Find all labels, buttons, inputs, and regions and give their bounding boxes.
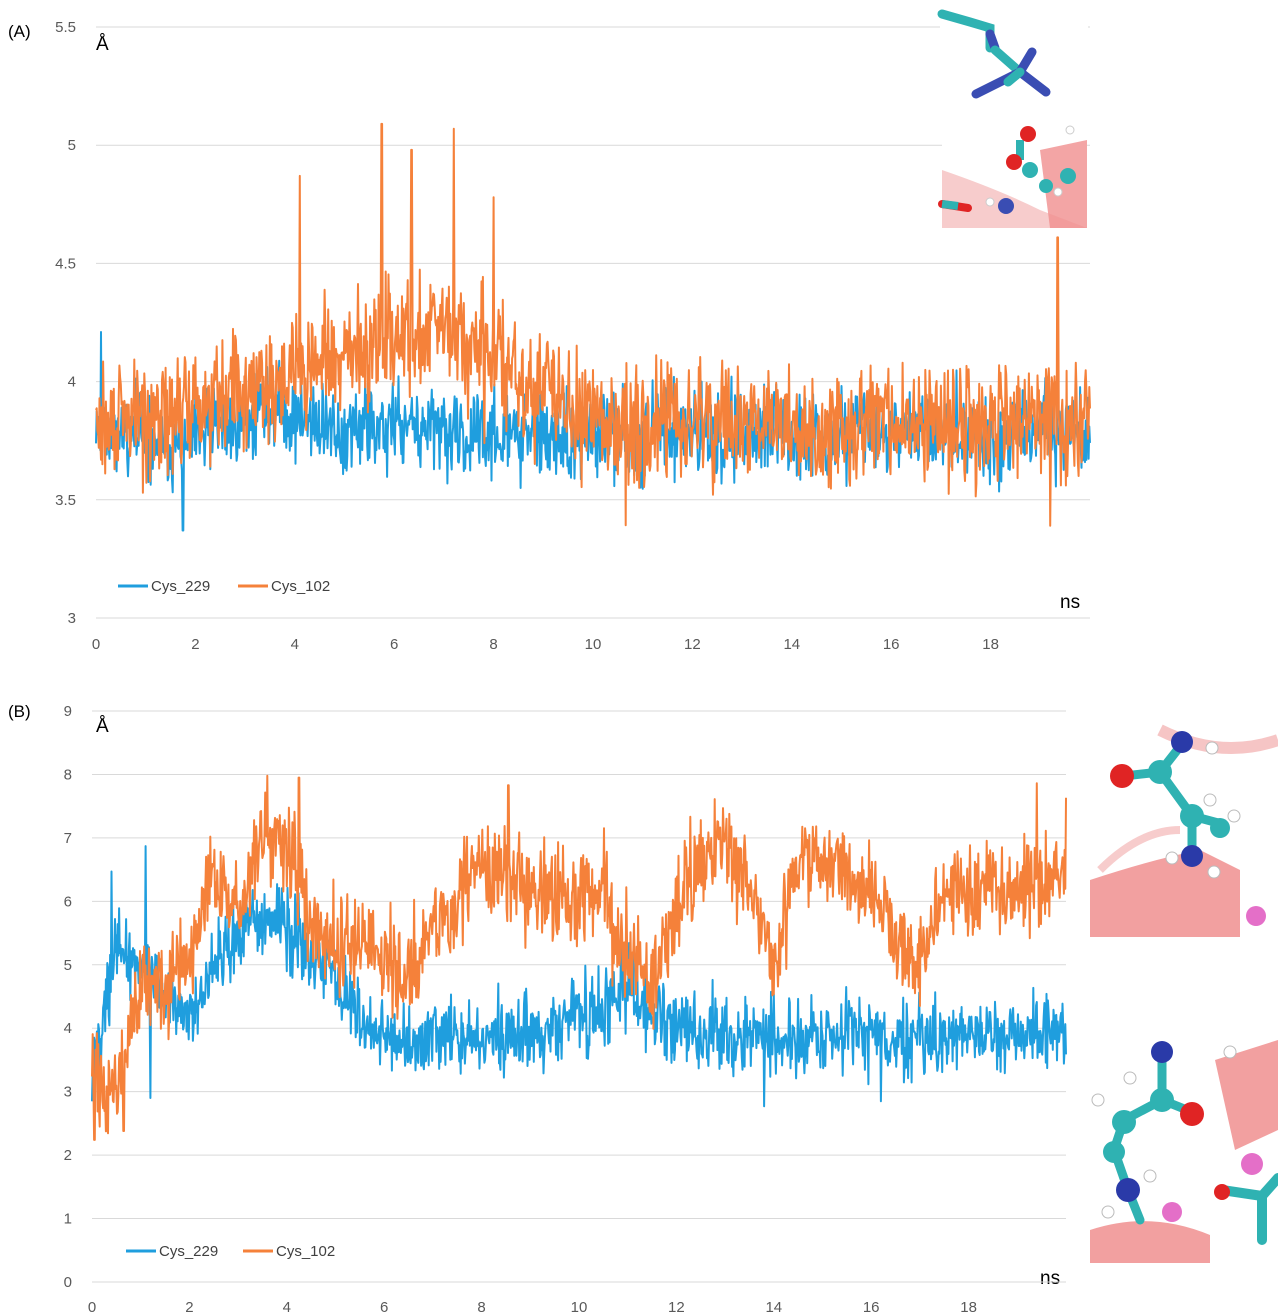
legend-label-cys102: Cys_102 (276, 1243, 335, 1260)
y-tick-label: 1 (64, 1211, 72, 1228)
x-tick-label: 14 (765, 1299, 782, 1316)
panel-b-y-unit: Å (96, 716, 109, 737)
panel-a-x-unit: ns (1060, 592, 1080, 613)
legend-label-cys229: Cys_229 (151, 578, 210, 595)
panel-b-label: (B) (8, 702, 31, 721)
y-tick-label: 2 (64, 1147, 72, 1164)
x-tick-label: 4 (291, 636, 299, 653)
y-tick-label: 5.5 (55, 19, 76, 36)
y-tick-label: 5 (64, 957, 72, 974)
x-tick-label: 14 (783, 636, 800, 653)
x-tick-label: 12 (684, 636, 701, 653)
x-tick-label: 8 (489, 636, 497, 653)
y-tick-label: 4 (64, 1020, 72, 1037)
x-tick-label: 16 (883, 636, 900, 653)
series-line-cys229 (91, 845, 1067, 1108)
panel-b-legend: Cys_229 Cys_102 (126, 1243, 335, 1260)
x-tick-label: 6 (390, 636, 398, 653)
y-tick-label: 9 (64, 703, 72, 720)
x-tick-label: 10 (585, 636, 602, 653)
x-tick-label: 18 (960, 1299, 977, 1316)
y-tick-label: 3 (64, 1084, 72, 1101)
series-line-cys102 (95, 122, 1091, 527)
y-tick-label: 7 (64, 830, 72, 847)
y-tick-label: 5 (68, 137, 76, 154)
y-tick-label: 0 (64, 1274, 72, 1291)
molecule-inset-a-top (937, 9, 1088, 112)
x-tick-label: 16 (863, 1299, 880, 1316)
molecule-inset-b-top (1090, 722, 1278, 937)
series-line-cys102 (91, 774, 1067, 1141)
x-tick-label: 2 (191, 636, 199, 653)
panel-a-label: (A) (8, 22, 31, 41)
panel-a-legend: Cys_229 Cys_102 (118, 578, 330, 595)
legend-label-cys102: Cys_102 (271, 578, 330, 595)
y-tick-label: 4.5 (55, 255, 76, 272)
panel-a-chart: (A) Å ns 3 3.5 4 4.5 5 5.5 0 2 4 6 8 10 12 14 16 18 Cy… (8, 19, 1091, 653)
y-tick-label: 3 (68, 610, 76, 627)
x-tick-label: 10 (571, 1299, 588, 1316)
legend-label-cys229: Cys_229 (159, 1243, 218, 1260)
y-tick-label: 6 (64, 893, 72, 910)
x-tick-label: 2 (185, 1299, 193, 1316)
y-tick-label: 8 (64, 766, 72, 783)
panel-b-x-unit: ns (1040, 1268, 1060, 1289)
molecule-inset-a-bottom (938, 124, 1087, 228)
x-tick-label: 0 (92, 636, 100, 653)
y-tick-label: 3.5 (55, 492, 76, 509)
panel-a-y-unit: Å (96, 34, 109, 55)
x-tick-label: 18 (982, 636, 999, 653)
x-tick-label: 4 (283, 1299, 291, 1316)
x-tick-label: 6 (380, 1299, 388, 1316)
molecule-inset-b-bottom (1090, 1040, 1278, 1263)
y-tick-label: 4 (68, 374, 76, 391)
x-tick-label: 8 (477, 1299, 485, 1316)
x-tick-label: 12 (668, 1299, 685, 1316)
x-tick-label: 0 (88, 1299, 96, 1316)
